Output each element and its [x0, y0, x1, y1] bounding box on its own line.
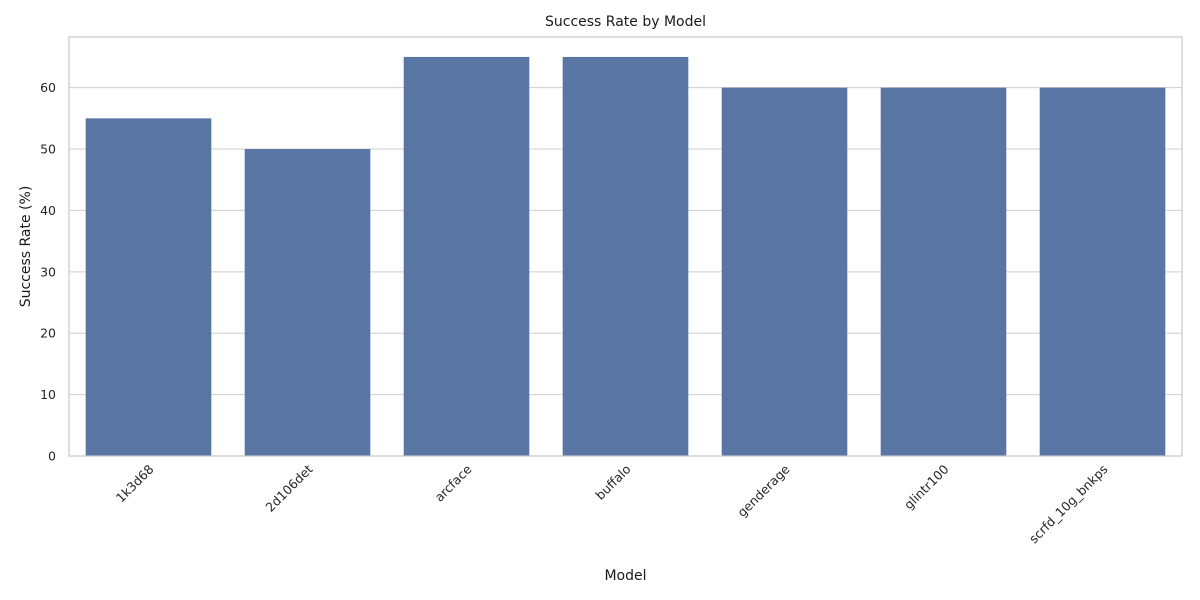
x-tick-label: genderage: [734, 461, 793, 520]
bar: [880, 87, 1007, 457]
x-tick-label: buffalo: [592, 462, 633, 503]
y-tick-label: 20: [40, 326, 56, 341]
x-tick-labels: 1k3d68 2d106det arcface buffalo genderage gli…: [113, 461, 1111, 546]
bar: [1039, 87, 1166, 457]
y-tick-label: 40: [40, 203, 56, 218]
y-tick-label: 30: [40, 264, 56, 279]
y-tick-label: 60: [40, 80, 56, 95]
plot-frame: [68, 36, 1183, 457]
x-tick-label: arcface: [431, 461, 474, 504]
x-tick-label: scrfd_10g_bnkps: [1026, 462, 1111, 547]
y-tick-label: 0: [48, 449, 56, 464]
y-tick-label: 10: [40, 387, 56, 402]
bar: [85, 118, 212, 456]
bars: [85, 56, 1166, 457]
x-axis-label: Model: [604, 568, 646, 584]
chart-title: Success Rate by Model: [545, 14, 706, 30]
y-tick-labels: 0 10 20 30 40 50 60: [40, 80, 56, 463]
bar: [721, 87, 848, 457]
y-axis-label: Success Rate (%): [18, 186, 34, 308]
y-tick-label: 50: [40, 142, 56, 157]
x-tick-label: glintr100: [901, 461, 952, 512]
x-tick-label: 1k3d68: [113, 461, 157, 505]
x-tick-label: 2d106det: [262, 461, 315, 514]
bar: [403, 56, 530, 456]
bar: [244, 149, 371, 457]
bar: [562, 56, 689, 456]
